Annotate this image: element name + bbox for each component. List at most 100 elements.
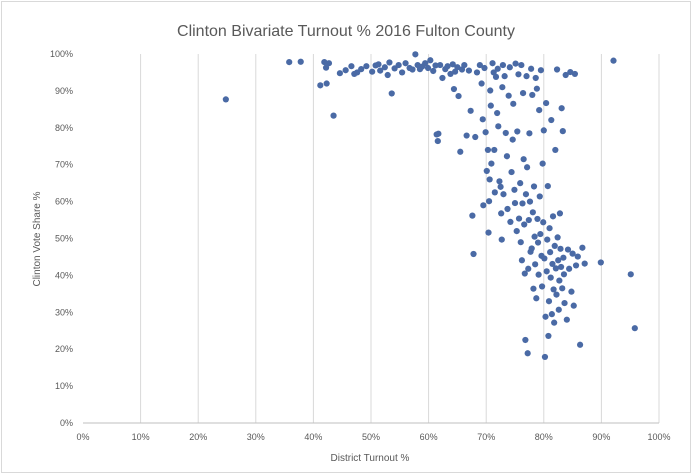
data-point xyxy=(336,70,343,77)
data-point xyxy=(560,254,567,261)
data-point xyxy=(530,183,538,190)
y-tick-label: 0% xyxy=(60,418,73,428)
data-point xyxy=(514,128,521,135)
data-point xyxy=(572,262,580,269)
x-tick-label: 60% xyxy=(420,432,438,442)
data-point xyxy=(325,60,333,67)
data-point xyxy=(564,246,572,253)
data-point xyxy=(457,148,464,155)
data-point xyxy=(422,60,429,67)
data-point xyxy=(532,261,539,268)
data-point xyxy=(544,236,551,243)
data-point xyxy=(492,73,500,80)
data-point xyxy=(481,64,488,72)
data-point xyxy=(529,209,536,216)
data-point xyxy=(515,215,523,222)
data-point xyxy=(449,61,456,68)
data-point xyxy=(469,212,476,219)
data-point xyxy=(363,63,370,70)
data-point xyxy=(540,127,547,134)
data-point xyxy=(563,316,570,323)
data-point xyxy=(597,259,604,266)
data-point xyxy=(369,68,376,75)
data-point xyxy=(478,80,485,87)
data-point xyxy=(480,202,487,209)
x-tick-label: 100% xyxy=(647,432,670,442)
data-point xyxy=(439,74,446,82)
data-point xyxy=(521,221,528,228)
data-point xyxy=(489,60,496,67)
data-point xyxy=(519,90,527,97)
data-point xyxy=(486,176,493,183)
data-point xyxy=(560,271,568,278)
x-tick-label: 50% xyxy=(362,432,380,442)
data-point xyxy=(348,63,355,70)
data-point xyxy=(508,168,515,176)
data-point xyxy=(377,67,384,74)
data-point xyxy=(526,198,534,205)
data-point xyxy=(447,70,454,78)
x-tick-label: 30% xyxy=(247,432,265,442)
data-point xyxy=(552,146,559,154)
data-point xyxy=(534,239,542,246)
x-tick-label: 10% xyxy=(132,432,150,442)
data-point xyxy=(539,160,546,167)
data-point xyxy=(511,199,519,207)
data-point xyxy=(547,274,554,281)
data-point xyxy=(499,61,507,69)
data-point xyxy=(541,353,549,361)
data-point xyxy=(501,73,508,80)
data-point xyxy=(551,319,558,326)
x-tick-label: 70% xyxy=(477,432,495,442)
y-tick-label: 50% xyxy=(55,234,73,244)
data-point xyxy=(515,71,522,78)
data-point xyxy=(297,58,304,65)
data-point xyxy=(497,183,504,190)
data-point xyxy=(427,57,434,64)
y-tick-label: 30% xyxy=(55,307,73,317)
x-tick-label: 0% xyxy=(76,432,89,442)
data-point xyxy=(388,90,395,97)
data-point xyxy=(472,133,479,141)
data-point xyxy=(454,64,461,71)
data-point xyxy=(395,61,402,69)
data-point xyxy=(494,65,501,72)
data-point xyxy=(487,102,494,109)
data-point xyxy=(559,128,566,135)
data-point xyxy=(500,191,507,198)
data-point xyxy=(286,59,293,66)
data-point xyxy=(384,71,391,79)
data-point xyxy=(358,66,365,73)
data-point xyxy=(526,130,533,137)
data-point xyxy=(386,59,393,66)
data-point xyxy=(546,225,553,232)
data-point xyxy=(538,283,546,290)
data-point xyxy=(530,285,537,292)
data-point xyxy=(330,112,337,119)
data-point xyxy=(463,132,470,139)
x-tick-label: 80% xyxy=(535,432,553,442)
data-point xyxy=(465,67,473,74)
y-tick-label: 40% xyxy=(55,270,73,280)
data-point xyxy=(222,96,229,103)
data-point xyxy=(523,164,531,171)
y-tick-label: 80% xyxy=(55,123,73,133)
data-point xyxy=(437,61,444,69)
data-point xyxy=(518,257,526,264)
data-point xyxy=(323,80,330,87)
data-point xyxy=(528,245,535,252)
data-point xyxy=(558,105,565,112)
data-point xyxy=(571,70,579,78)
data-point xyxy=(531,233,538,240)
data-point xyxy=(554,234,561,241)
data-point xyxy=(529,91,536,99)
data-point xyxy=(528,65,535,72)
data-point xyxy=(498,236,505,243)
data-point xyxy=(570,302,577,309)
data-point xyxy=(522,336,529,344)
data-point xyxy=(476,61,483,69)
data-point xyxy=(545,298,553,305)
data-point xyxy=(555,257,562,264)
data-point xyxy=(485,229,492,236)
data-point xyxy=(450,85,458,93)
